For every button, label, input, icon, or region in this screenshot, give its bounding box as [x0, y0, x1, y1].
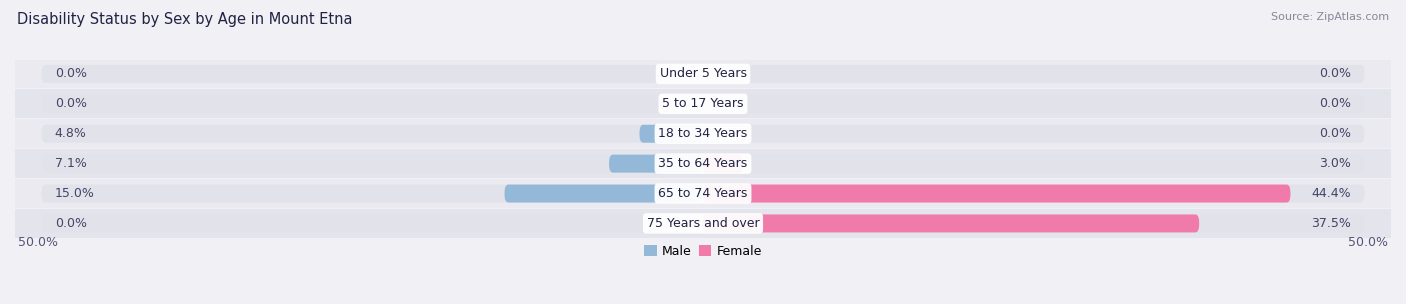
- Text: 7.1%: 7.1%: [55, 157, 87, 170]
- FancyBboxPatch shape: [41, 125, 1365, 143]
- FancyBboxPatch shape: [640, 125, 703, 143]
- FancyBboxPatch shape: [41, 95, 1365, 113]
- FancyBboxPatch shape: [15, 119, 1391, 148]
- FancyBboxPatch shape: [41, 185, 1365, 202]
- Text: 0.0%: 0.0%: [55, 97, 87, 110]
- FancyBboxPatch shape: [703, 185, 1291, 202]
- Text: 3.0%: 3.0%: [1319, 157, 1351, 170]
- FancyBboxPatch shape: [41, 215, 1365, 233]
- Text: 0.0%: 0.0%: [55, 217, 87, 230]
- Text: 50.0%: 50.0%: [18, 237, 58, 249]
- Legend: Male, Female: Male, Female: [640, 240, 766, 263]
- Text: 0.0%: 0.0%: [1319, 97, 1351, 110]
- FancyBboxPatch shape: [609, 155, 703, 173]
- Text: Source: ZipAtlas.com: Source: ZipAtlas.com: [1271, 12, 1389, 22]
- Text: 35 to 64 Years: 35 to 64 Years: [658, 157, 748, 170]
- Text: 18 to 34 Years: 18 to 34 Years: [658, 127, 748, 140]
- Text: 65 to 74 Years: 65 to 74 Years: [658, 187, 748, 200]
- Text: 0.0%: 0.0%: [1319, 127, 1351, 140]
- Text: 37.5%: 37.5%: [1312, 217, 1351, 230]
- Text: Disability Status by Sex by Age in Mount Etna: Disability Status by Sex by Age in Mount…: [17, 12, 353, 27]
- FancyBboxPatch shape: [41, 155, 1365, 173]
- FancyBboxPatch shape: [15, 209, 1391, 238]
- FancyBboxPatch shape: [703, 155, 742, 173]
- FancyBboxPatch shape: [15, 179, 1391, 208]
- Text: 44.4%: 44.4%: [1312, 187, 1351, 200]
- FancyBboxPatch shape: [15, 149, 1391, 178]
- Text: 0.0%: 0.0%: [55, 67, 87, 81]
- Text: 50.0%: 50.0%: [1348, 237, 1388, 249]
- FancyBboxPatch shape: [15, 89, 1391, 118]
- Text: 75 Years and over: 75 Years and over: [647, 217, 759, 230]
- FancyBboxPatch shape: [505, 185, 703, 202]
- Text: Under 5 Years: Under 5 Years: [659, 67, 747, 81]
- FancyBboxPatch shape: [41, 65, 1365, 83]
- Text: 5 to 17 Years: 5 to 17 Years: [662, 97, 744, 110]
- Text: 0.0%: 0.0%: [1319, 67, 1351, 81]
- FancyBboxPatch shape: [15, 60, 1391, 88]
- FancyBboxPatch shape: [703, 215, 1199, 233]
- Text: 15.0%: 15.0%: [55, 187, 94, 200]
- Text: 4.8%: 4.8%: [55, 127, 87, 140]
